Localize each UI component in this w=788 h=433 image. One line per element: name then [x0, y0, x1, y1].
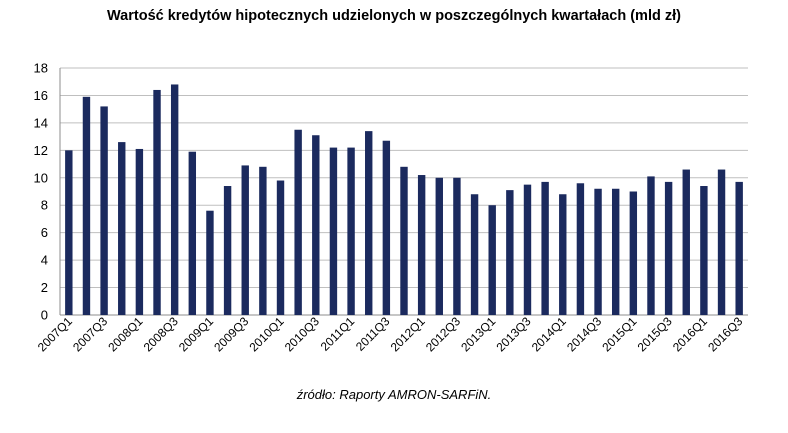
- bar-2009Q3: [241, 165, 249, 315]
- x-tick-label: 2016Q1: [670, 314, 710, 354]
- y-tick-label: 4: [41, 253, 48, 268]
- x-tick-labels: 2007Q12007Q32008Q12008Q32009Q12009Q32010…: [35, 314, 746, 354]
- bar-2008Q4: [188, 151, 197, 315]
- x-tick-label: 2009Q1: [176, 314, 216, 354]
- bar-2007Q4: [118, 142, 126, 315]
- y-tick-label: 18: [34, 61, 48, 76]
- x-tick-label: 2012Q1: [388, 314, 428, 354]
- bar-2016Q1: [700, 186, 708, 315]
- bar-2012Q1: [417, 175, 426, 315]
- x-tick-label: 2008Q1: [105, 314, 145, 354]
- bar-2012Q2: [435, 177, 443, 315]
- bar-2011Q4: [400, 166, 408, 315]
- y-tick-label: 10: [34, 170, 48, 185]
- chart-title: Wartość kredytów hipotecznych udzielonyc…: [107, 8, 681, 24]
- bar-2014Q2: [576, 183, 585, 315]
- bar-2009Q2: [223, 186, 232, 315]
- x-tick-label: 2013Q3: [494, 314, 534, 354]
- bar-2009Q1: [206, 210, 214, 315]
- bar-2015Q3: [664, 181, 673, 315]
- x-tick-label: 2015Q1: [599, 314, 639, 354]
- bar-2007Q2: [82, 96, 91, 315]
- bar-2011Q2: [365, 131, 373, 315]
- bar-2010Q2: [294, 129, 302, 315]
- x-tick-label: 2010Q1: [247, 314, 287, 354]
- bar-2015Q4: [682, 169, 690, 315]
- x-tick-label: 2011Q3: [353, 314, 393, 354]
- bar-2011Q3: [382, 140, 391, 315]
- y-tick-label: 14: [34, 115, 48, 130]
- bar-2016Q2: [717, 169, 726, 315]
- source-note: źródło: Raporty AMRON-SARFiN.: [296, 387, 492, 402]
- bar-2012Q4: [470, 194, 479, 315]
- x-tick-label: 2012Q3: [423, 314, 463, 354]
- bar-2007Q3: [100, 106, 108, 315]
- x-tick-label: 2014Q1: [529, 314, 569, 354]
- bar-2010Q1: [276, 180, 285, 315]
- bar-2008Q1: [135, 148, 144, 315]
- bar-2010Q4: [329, 147, 338, 315]
- y-tick-label: 8: [41, 198, 48, 213]
- y-tick-label: 12: [34, 143, 48, 158]
- x-tick-label: 2008Q3: [141, 314, 181, 354]
- x-tick-label: 2009Q3: [211, 314, 251, 354]
- x-tick-label: 2014Q3: [564, 314, 604, 354]
- bar-2013Q1: [488, 205, 496, 315]
- y-tick-label: 6: [41, 225, 48, 240]
- bar-2015Q2: [647, 176, 655, 315]
- bar-2013Q2: [506, 190, 514, 315]
- x-tick-label: 2016Q3: [705, 314, 745, 354]
- bar-2014Q4: [611, 188, 620, 315]
- bar-2012Q3: [453, 177, 461, 315]
- bar-2009Q4: [259, 166, 267, 315]
- bar-2010Q3: [312, 135, 320, 315]
- x-tick-label: 2015Q3: [635, 314, 675, 354]
- bar-2013Q3: [523, 184, 532, 315]
- bar-2014Q1: [559, 194, 567, 315]
- y-tick-label: 0: [41, 308, 48, 323]
- bar-2016Q3: [735, 181, 743, 315]
- bar-2014Q3: [594, 188, 602, 315]
- bar-2007Q1: [65, 150, 73, 315]
- x-tick-label: 2007Q3: [70, 314, 110, 354]
- y-tick-label: 2: [41, 280, 48, 295]
- x-tick-label: 2013Q1: [458, 314, 498, 354]
- x-tick-label: 2011Q1: [318, 314, 358, 354]
- bar-2013Q4: [541, 181, 549, 315]
- x-tick-label: 2010Q3: [282, 314, 322, 354]
- bar-2008Q3: [170, 84, 179, 315]
- y-tick-labels: 0 2 4 6 8 10 12 14 16 18: [34, 61, 48, 323]
- bar-2008Q2: [153, 89, 161, 315]
- bar-2015Q1: [629, 191, 638, 315]
- bars: [65, 84, 743, 315]
- y-tick-label: 16: [34, 88, 48, 103]
- bar-2011Q1: [347, 147, 355, 315]
